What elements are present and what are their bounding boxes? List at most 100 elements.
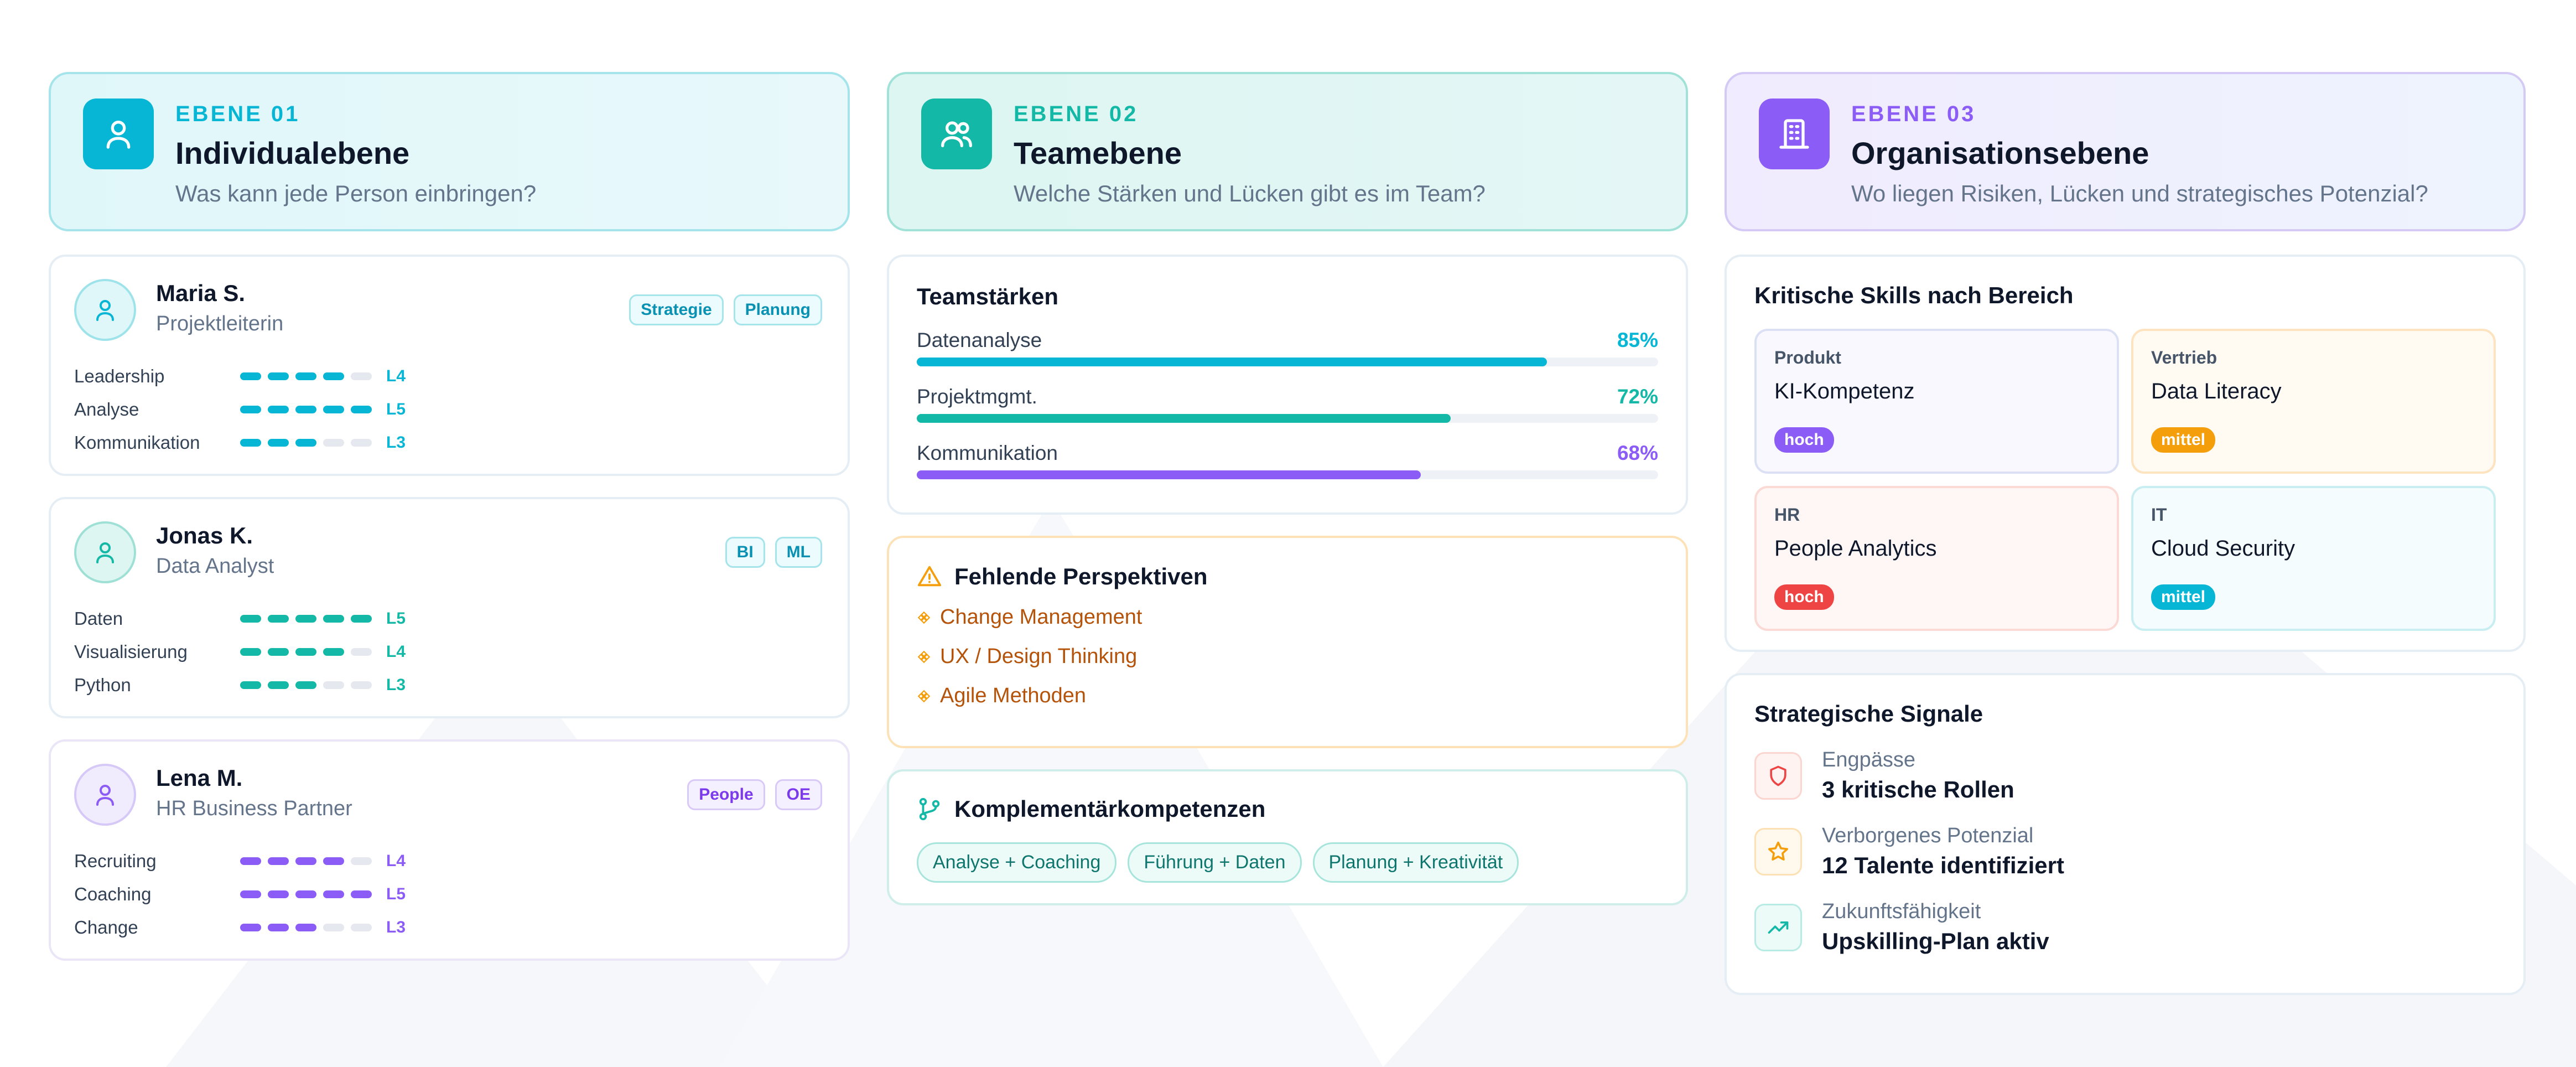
organization-level-column: EBENE 03 Organisationsebene Wo liegen Ri… bbox=[1725, 72, 2526, 1016]
person-card[interactable]: Lena M. HR Business Partner People OE Re… bbox=[49, 739, 850, 961]
signal-value: Upskilling-Plan aktiv bbox=[1822, 928, 2049, 954]
level-segment bbox=[240, 924, 261, 931]
critical-skill-cell[interactable]: Produkt KI-Kompetenz hoch bbox=[1754, 329, 2119, 474]
level-segment bbox=[240, 439, 261, 447]
skill-name: Analyse bbox=[74, 399, 139, 419]
skill-list: Leadership L4 Analyse L5 Kommunikation L3 bbox=[74, 360, 824, 459]
signal-value: 3 kritische Rollen bbox=[1822, 776, 2014, 802]
strength-percent: 72% bbox=[1617, 385, 1658, 408]
level-segment bbox=[268, 648, 289, 656]
level-segment bbox=[268, 372, 289, 380]
skill-name: Daten bbox=[74, 608, 123, 629]
area-label: Produkt bbox=[1774, 348, 1841, 367]
critical-skill-cell[interactable]: IT Cloud Security mittel bbox=[2131, 486, 2496, 631]
level-segment bbox=[295, 615, 316, 623]
level-segment bbox=[323, 924, 344, 931]
skill-level-label: L4 bbox=[386, 367, 406, 385]
level-eyebrow: EBENE 02 bbox=[1014, 102, 1139, 126]
skill-row: Recruiting L4 bbox=[74, 845, 824, 878]
card-title: Komplementärkompetenzen bbox=[954, 796, 1266, 822]
level-subtitle: Was kann jede Person einbringen? bbox=[175, 180, 537, 206]
critical-skill-cell[interactable]: Vertrieb Data Literacy mittel bbox=[2131, 329, 2496, 474]
skill-tag: Strategie bbox=[629, 294, 724, 325]
level-segment bbox=[295, 681, 316, 689]
level-segment bbox=[351, 439, 372, 447]
missing-perspectives-card: Fehlende Perspektiven Change Management … bbox=[887, 536, 1688, 748]
diamond-icon bbox=[917, 690, 931, 702]
avatar bbox=[74, 279, 136, 341]
level-segment bbox=[323, 890, 344, 898]
level-segment bbox=[268, 406, 289, 413]
building-icon bbox=[1759, 99, 1830, 169]
person-name: Lena M. bbox=[156, 765, 243, 791]
skill-tag: Planung bbox=[733, 294, 822, 325]
critical-skills-card: Kritische Skills nach Bereich Produkt KI… bbox=[1725, 255, 2526, 652]
skill-name: KI-Kompetenz bbox=[1774, 379, 1915, 403]
person-role: HR Business Partner bbox=[156, 797, 352, 820]
skill-level-meter bbox=[240, 857, 372, 865]
level-segment bbox=[295, 372, 316, 380]
skill-name: Kommunikation bbox=[74, 432, 200, 453]
skill-row: Python L3 bbox=[74, 669, 824, 702]
strength-percent: 68% bbox=[1617, 442, 1658, 464]
combination-pill[interactable]: Führung + Daten bbox=[1128, 842, 1302, 883]
level-eyebrow: EBENE 01 bbox=[175, 102, 300, 126]
skill-level-label: L4 bbox=[386, 852, 406, 870]
level-segment bbox=[268, 615, 289, 623]
skill-list: Daten L5 Visualisierung L4 Python L3 bbox=[74, 602, 824, 702]
branch-icon bbox=[919, 797, 940, 821]
level-segment bbox=[268, 857, 289, 865]
signal-row: Engpässe 3 kritische Rollen bbox=[1754, 748, 2496, 803]
priority-badge: mittel bbox=[2151, 584, 2216, 610]
skill-name: Coaching bbox=[74, 884, 152, 904]
level-segment bbox=[323, 681, 344, 689]
level-segment bbox=[351, 890, 372, 898]
skill-level-meter bbox=[240, 890, 372, 898]
combination-pill[interactable]: Analyse + Coaching bbox=[917, 842, 1117, 883]
skill-name: Leadership bbox=[74, 366, 165, 386]
signal-value: 12 Talente identifiziert bbox=[1822, 852, 2064, 878]
team-strengths-card: Teamstärken Datenanalyse 85% Projektmgmt.… bbox=[887, 255, 1688, 515]
skill-level-meter bbox=[240, 924, 372, 931]
skill-level-meter bbox=[240, 406, 372, 413]
level-segment bbox=[268, 890, 289, 898]
person-card[interactable]: Maria S. Projektleiterin Strategie Planu… bbox=[49, 255, 850, 476]
critical-skill-cell[interactable]: HR People Analytics hoch bbox=[1754, 486, 2119, 631]
user-icon bbox=[83, 99, 154, 169]
progress-fill bbox=[917, 470, 1421, 479]
level-segment bbox=[268, 681, 289, 689]
combination-pill[interactable]: Planung + Kreativität bbox=[1312, 842, 1519, 883]
list-item: Change Management bbox=[917, 605, 1658, 629]
warning-icon bbox=[917, 566, 942, 587]
skill-row: Kommunikation L3 bbox=[74, 426, 824, 459]
signal-row: Verborgenes Potenzial 12 Talente identif… bbox=[1754, 824, 2496, 879]
list-item: UX / Design Thinking bbox=[917, 645, 1658, 669]
skill-name: Cloud Security bbox=[2151, 536, 2295, 561]
missing-perspective: Agile Methoden bbox=[940, 684, 1087, 707]
signal-label: Zukunftsfähigkeit bbox=[1822, 900, 1981, 923]
skill-row: Leadership L4 bbox=[74, 360, 824, 393]
skill-tag: People bbox=[687, 779, 765, 810]
person-role: Projektleiterin bbox=[156, 312, 284, 335]
skill-level-label: L3 bbox=[386, 918, 406, 936]
skill-row: Visualisierung L4 bbox=[74, 635, 824, 669]
level-segment bbox=[268, 439, 289, 447]
level-segment bbox=[351, 857, 372, 865]
skill-name: Change bbox=[74, 917, 138, 937]
diamond-icon bbox=[917, 611, 931, 624]
level-segment bbox=[323, 439, 344, 447]
signal-row: Zukunftsfähigkeit Upskilling-Plan aktiv bbox=[1754, 900, 2496, 955]
level-segment bbox=[351, 648, 372, 656]
skill-level-label: L4 bbox=[386, 643, 406, 661]
person-card[interactable]: Jonas K. Data Analyst BI ML Daten L5 Visua… bbox=[49, 497, 850, 718]
level-segment bbox=[240, 681, 261, 689]
level-subtitle: Wo liegen Risiken, Lücken und strategisc… bbox=[1851, 180, 2428, 206]
skill-level-meter bbox=[240, 648, 372, 656]
level-segment bbox=[295, 924, 316, 931]
list-item: Agile Methoden bbox=[917, 684, 1658, 708]
level-segment bbox=[240, 372, 261, 380]
area-label: IT bbox=[2151, 505, 2167, 525]
skill-row: Analyse L5 bbox=[74, 393, 824, 426]
skill-level-label: L5 bbox=[386, 609, 406, 628]
skill-level-label: L5 bbox=[386, 885, 406, 903]
